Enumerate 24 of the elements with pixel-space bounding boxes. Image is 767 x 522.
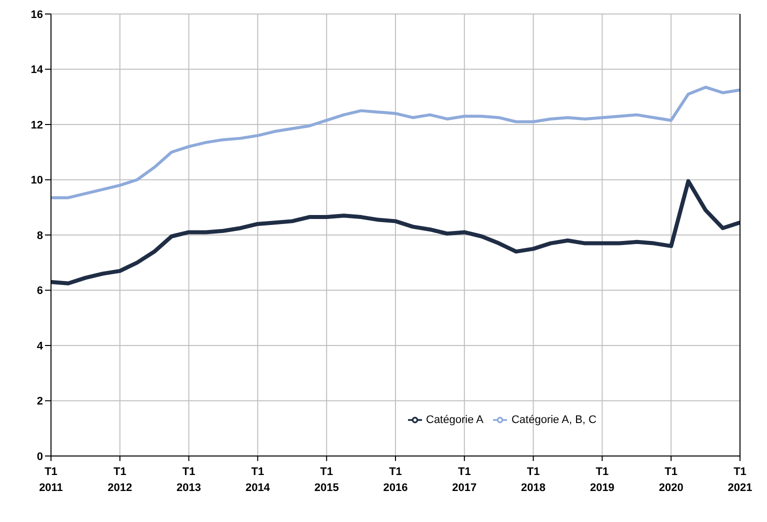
x-tick-label: T1 2020 [658, 466, 684, 494]
y-tick-label: 4 [36, 340, 44, 352]
x-tick-label: T1 2014 [245, 466, 271, 494]
x-tick-label: T1 2015 [314, 466, 339, 494]
legend-label: Catégorie A [426, 414, 484, 426]
x-tick-label: T1 2012 [108, 466, 132, 494]
x-tick-label: T1 2013 [176, 466, 202, 494]
y-tick-label: 2 [36, 396, 43, 408]
x-tick-label: T1 2021 [728, 466, 752, 494]
x-tick-label: T1 2017 [452, 466, 477, 494]
x-tick-label: T1 2018 [521, 466, 546, 494]
y-tick-label: 14 [30, 64, 44, 76]
y-tick-label: 12 [30, 119, 43, 132]
x-tick-label: T1 2011 [39, 466, 63, 494]
x-tick-label: T1 2016 [383, 466, 408, 494]
x-tick-label: T1 2019 [590, 466, 614, 494]
line-series [51, 179, 740, 286]
y-tick-label: 8 [36, 230, 43, 242]
y-tick-label: 0 [36, 450, 43, 463]
y-tick-label: 6 [36, 285, 43, 298]
line-series [51, 86, 740, 200]
y-tick-label: 16 [30, 8, 43, 21]
legend-label: Catégorie A, B, C [511, 414, 596, 426]
y-tick-label: 10 [30, 174, 43, 187]
